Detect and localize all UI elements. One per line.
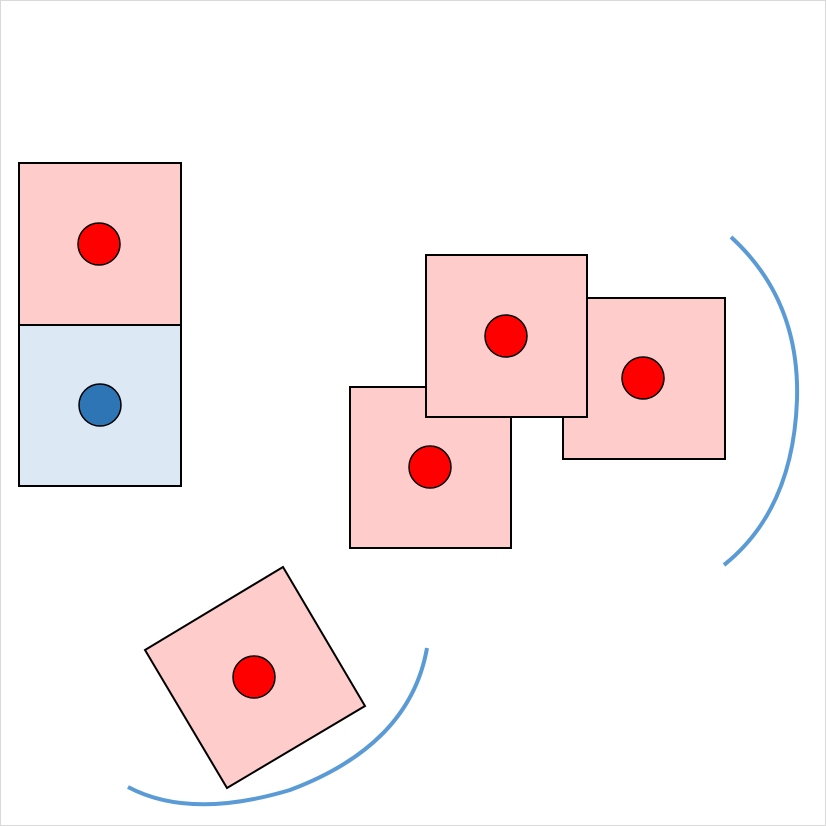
rotated-square-group <box>143 565 367 790</box>
cluster-dot-lower-left <box>408 445 452 489</box>
rotated-square-dot <box>232 655 276 699</box>
right-arc <box>722 235 800 567</box>
cluster-dot-right <box>621 356 665 400</box>
stacked-squares <box>18 162 182 487</box>
cluster-dot-top <box>484 314 528 358</box>
stacked-bottom-dot <box>78 383 122 427</box>
bottom-arc <box>127 647 429 807</box>
square-cluster <box>349 254 726 549</box>
stacked-top-dot <box>77 222 121 266</box>
